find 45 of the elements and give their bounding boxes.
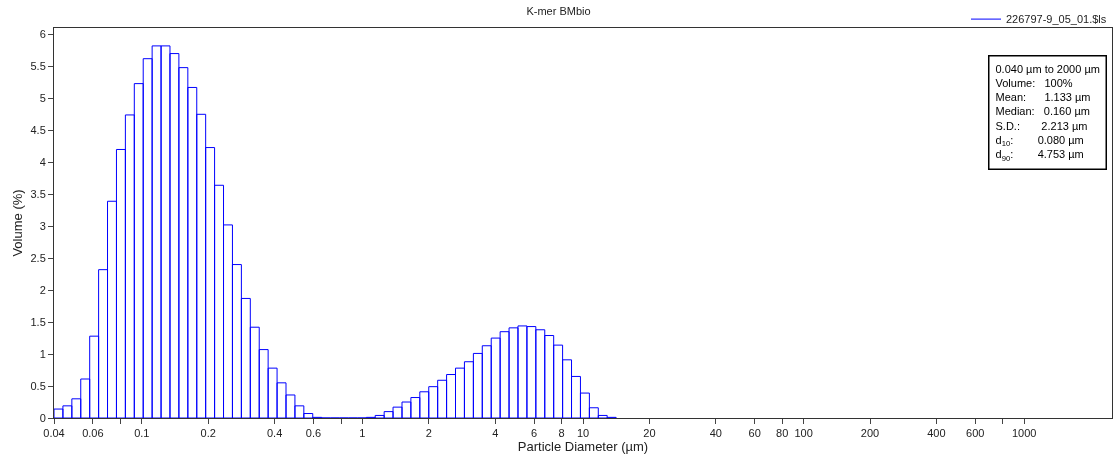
chart-title: K-mer BMbio [526, 4, 591, 17]
y-tick-label: 5.5 [30, 60, 46, 73]
x-tick-label: 1000 [1011, 427, 1037, 440]
x-tick-label: 100 [794, 427, 813, 440]
x-tick-label: 6 [531, 427, 538, 440]
y-tick-label: 4.5 [30, 124, 46, 137]
x-tick-label: 60 [748, 427, 761, 440]
x-tick-label: 600 [966, 427, 985, 440]
x-tick-label: 0.1 [134, 427, 150, 440]
annotation: Median: 0.160 µm [995, 105, 1090, 118]
y-axis-title: Volume (%) [10, 189, 26, 257]
annotation: 0.040 µm to 2000 µm [995, 62, 1100, 75]
x-tick-label: 200 [860, 427, 880, 440]
x-tick-label: 400 [927, 427, 946, 440]
x-tick-label: 0.06 [82, 427, 104, 440]
x-tick-label: 4 [492, 427, 499, 440]
y-tick-label: 3.5 [30, 188, 46, 201]
annotation: d$_{90}$: 4.753 µm [995, 148, 1084, 163]
y-tick-label: 6 [39, 28, 46, 41]
annotation: S.D.: 2.213 µm [995, 119, 1088, 132]
x-tick-label: 40 [709, 427, 722, 440]
x-tick-label: 2 [425, 427, 432, 440]
x-tick-label: 80 [776, 427, 789, 440]
x-tick-label: 0.04 [43, 427, 65, 440]
x-tick-label: 0.6 [305, 427, 322, 440]
y-tick-label: 1 [39, 347, 46, 360]
y-tick-label: 0.5 [30, 379, 46, 392]
annotation: d$_{10}$: 0.080 µm [995, 134, 1084, 149]
x-tick-label: 20 [643, 427, 656, 440]
y-tick-label: 3 [39, 220, 46, 233]
annotation: Volume: 100% [995, 76, 1073, 89]
y-tick-label: 1.5 [30, 315, 46, 328]
x-tick-label: 8 [558, 427, 565, 440]
x-axis-title: Particle Diameter (µm) [517, 439, 649, 455]
y-tick-label: 5 [39, 92, 46, 105]
y-tick-label: 4 [39, 156, 46, 169]
legend-label: 226797-9_05_01.$ls [1006, 13, 1107, 26]
y-tick-label: 2 [39, 283, 46, 296]
y-tick-label: 2.5 [30, 252, 46, 265]
annotation: Mean: 1.133 µm [995, 91, 1091, 104]
x-tick-label: 1 [359, 427, 366, 440]
x-tick-label: 0.2 [200, 427, 216, 440]
x-tick-label: 0.4 [266, 427, 283, 440]
x-tick-label: 10 [576, 427, 590, 440]
y-tick-label: 0 [39, 411, 46, 424]
